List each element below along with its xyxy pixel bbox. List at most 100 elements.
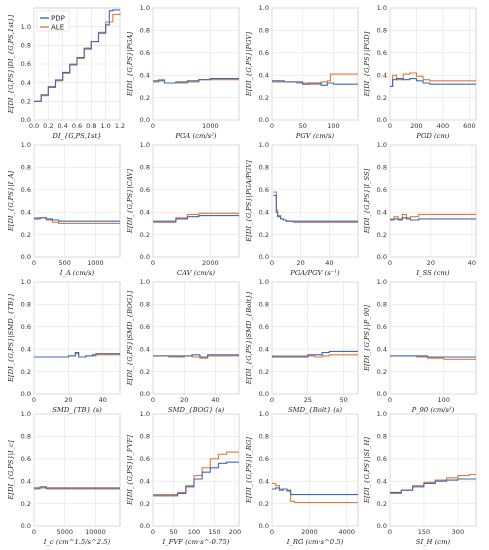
y-tick-label: 0.2 (377, 368, 387, 376)
x-tick-label: 0 (388, 396, 392, 404)
x-tick-label: 0.8 (86, 122, 96, 130)
y-tick-label: 0.0 (21, 390, 31, 398)
x-tick-label: 600 (463, 122, 475, 130)
x-tick-label: 40 (468, 259, 476, 267)
x-axis-label: SMD_{TB} (s) (52, 406, 102, 414)
y-tick-label: 0.0 (259, 116, 269, 124)
y-tick-label: 1.0 (140, 4, 150, 12)
y-tick-label: 1.0 (259, 410, 269, 418)
panel-14: 0.0 0.2 0.4 0.6 0.8 1.0 0 50 100 150 200 I_FVF (cm·… (126, 410, 241, 546)
y-tick-label: 0.2 (140, 231, 150, 239)
series-line-pdp (390, 217, 476, 221)
x-axis-label: CAV (cm/s) (177, 269, 216, 277)
plot-frame (33, 281, 121, 395)
series-line-pdp (272, 350, 358, 358)
x-tick-label: 20 (427, 259, 435, 267)
panel-9: 0.0 0.2 0.4 0.6 0.8 1.0 0 20 40 SMD_{TB} (s) E[DI_… (7, 278, 121, 414)
y-tick-label: 0.0 (377, 390, 387, 398)
x-tick-label: 0 (270, 122, 274, 130)
y-tick-label: 1.0 (140, 410, 150, 418)
y-tick-label: 0.2 (259, 368, 269, 376)
y-tick-label: 0.8 (21, 42, 31, 50)
x-tick-label: 500 (59, 259, 71, 267)
y-tick-label: 0.8 (140, 301, 150, 309)
y-tick-label: 0.6 (21, 323, 31, 331)
y-tick-label: 0.8 (377, 27, 387, 35)
panel-7: 0.0 0.2 0.4 0.6 0.8 1.0 0 20 40 PGA/PGV (s⁻¹) E[DI… (245, 141, 359, 277)
panel-13: 0.0 0.2 0.4 0.6 0.8 1.0 0 5000 10000 I_c (cm^1.5/… (7, 410, 121, 546)
x-tick-label: 0 (32, 259, 36, 267)
y-tick-label: 0.6 (377, 323, 387, 331)
y-tick-label: 1.0 (377, 410, 387, 418)
x-tick-label: 25 (304, 396, 312, 404)
x-tick-label: 20 (180, 396, 188, 404)
y-tick-label: 0.2 (259, 94, 269, 102)
y-tick-label: 0.6 (21, 186, 31, 194)
x-axis-label: PGA (cm/s²) (174, 132, 216, 140)
y-tick-label: 0.2 (377, 94, 387, 102)
y-axis-label: E[DI_{G,PS}|SMD_{Bolt}] (245, 291, 253, 385)
series-line-pdp (34, 486, 120, 489)
series-line-ale (34, 487, 120, 490)
y-tick-label: 0.2 (21, 98, 31, 106)
series-line-pdp (153, 215, 239, 222)
x-tick-label: 1.0 (100, 122, 110, 130)
y-tick-label: 0.2 (140, 94, 150, 102)
x-tick-label: 5000 (56, 528, 73, 536)
y-axis-label: E[DI_{G,PS}|CAV] (126, 169, 134, 234)
y-tick-label: 0.2 (259, 500, 269, 508)
y-tick-label: 0.8 (259, 301, 269, 309)
plot-frame (271, 7, 359, 121)
y-tick-label: 1.0 (377, 141, 387, 149)
y-axis-label: E[DI_{G,PS}|PGV] (245, 32, 253, 98)
series-line-pdp (34, 352, 120, 358)
y-tick-label: 0.2 (140, 500, 150, 508)
y-axis-label: E[DI_{G,PS}|I_A] (7, 171, 15, 233)
series-line-pdp (34, 9, 120, 102)
y-tick-label: 0.2 (140, 368, 150, 376)
y-tick-label: 0.8 (21, 164, 31, 172)
x-tick-label: 150 (208, 528, 220, 536)
series-line-pdp (273, 194, 358, 222)
y-tick-label: 0.0 (21, 253, 31, 261)
series-line-pdp (390, 355, 476, 358)
y-axis-label: E[DI_{G,PS}|SMD_{BOG}] (126, 290, 134, 386)
x-axis-label: SMD_{Bolt} (s) (288, 406, 342, 414)
panel-11: 0.0 0.2 0.4 0.6 0.8 1.0 0 25 50 SMD_{Bolt} (s) E[D… (245, 278, 359, 414)
x-tick-label: 20 (297, 259, 305, 267)
x-tick-label: 100 (188, 528, 200, 536)
y-tick-label: 0.2 (259, 231, 269, 239)
y-tick-label: 0.2 (21, 500, 31, 508)
y-tick-label: 1.0 (140, 141, 150, 149)
y-tick-label: 0.6 (21, 60, 31, 68)
plot-frame (33, 413, 121, 527)
y-axis-label: E[DI_{G,PS}|PGA] (126, 32, 134, 98)
panel-10: 0.0 0.2 0.4 0.6 0.8 1.0 0 20 40 SMD_{BOG} (s) E[DI… (126, 278, 240, 414)
y-tick-label: 0.6 (259, 186, 269, 194)
series-line-ale (390, 213, 476, 220)
x-tick-label: 300 (452, 528, 464, 536)
y-tick-label: 0.4 (259, 71, 269, 79)
y-tick-label: 0.8 (21, 301, 31, 309)
series-line-ale (390, 72, 476, 87)
plot-frame (271, 144, 359, 258)
x-tick-label: 400 (437, 122, 449, 130)
x-tick-label: 200 (410, 122, 422, 130)
x-tick-label: 50 (340, 396, 348, 404)
y-tick-label: 0.4 (21, 477, 31, 485)
x-axis-label: SI_H (cm) (416, 538, 451, 546)
x-tick-label: 0 (388, 528, 392, 536)
plot-frame (389, 413, 477, 527)
y-tick-label: 0.0 (377, 116, 387, 124)
y-axis-label: E[DI_{G,PS}|PGA/PGV] (245, 160, 253, 243)
x-tick-label: 0 (151, 122, 155, 130)
x-tick-label: 0 (270, 528, 274, 536)
x-tick-label: 2000 (202, 259, 219, 267)
panel-3: 0.0 0.2 0.4 0.6 0.8 1.0 0 50 100 PGV (cm/s) E[DI_{… (245, 4, 359, 140)
panel-1: 0.0 0.2 0.4 0.6 0.8 1.0 0.0 0.2 0.4 0.6 0.8 1.0 1.2 D… (7, 7, 125, 140)
y-tick-label: 0.4 (259, 345, 269, 353)
x-tick-label: 0 (270, 396, 274, 404)
plot-frame (389, 281, 477, 395)
